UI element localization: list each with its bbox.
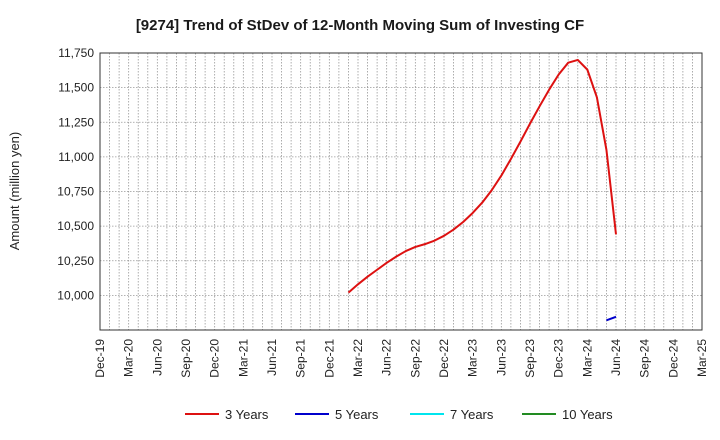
legend-label: 7 Years bbox=[450, 407, 494, 422]
x-tick-label: Sep-22 bbox=[408, 339, 422, 378]
y-axis-ticks: 10,000 10,250 10,500 10,750 11,000 11,250 11,5… bbox=[57, 46, 94, 302]
x-tick-label: Jun-21 bbox=[265, 339, 279, 376]
grid bbox=[100, 52, 702, 330]
x-tick-label: Jun-24 bbox=[609, 339, 623, 376]
legend-label: 10 Years bbox=[562, 407, 613, 422]
y-tick-label: 11,000 bbox=[58, 150, 94, 164]
x-tick-label: Sep-20 bbox=[179, 339, 193, 378]
series-line-3-years bbox=[347, 58, 617, 294]
series-line-5-years bbox=[606, 315, 617, 322]
x-tick-label: Mar-25 bbox=[695, 339, 709, 377]
legend: 3 Years 5 Years 7 Years 10 Years bbox=[185, 407, 613, 422]
series-lines bbox=[347, 58, 617, 322]
y-tick-label: 11,250 bbox=[58, 115, 94, 129]
x-tick-label: Dec-22 bbox=[437, 339, 451, 378]
x-tick-label: Mar-22 bbox=[351, 339, 365, 377]
y-tick-label: 11,500 bbox=[58, 81, 94, 95]
x-tick-label: Jun-22 bbox=[380, 339, 394, 376]
x-tick-label: Sep-24 bbox=[638, 339, 652, 378]
x-tick-label: Dec-21 bbox=[322, 339, 336, 378]
x-axis-ticks: Dec-19 Mar-20 Jun-20 Sep-20 Dec-20 Mar-21 Jun-… bbox=[93, 339, 709, 378]
legend-label: 3 Years bbox=[225, 407, 269, 422]
legend-label: 5 Years bbox=[335, 407, 379, 422]
chart-title: [9274] Trend of StDev of 12-Month Moving… bbox=[136, 17, 584, 34]
x-tick-label: Jun-20 bbox=[150, 339, 164, 376]
y-tick-label: 10,500 bbox=[57, 219, 94, 233]
x-tick-label: Jun-23 bbox=[494, 339, 508, 376]
x-tick-label: Mar-24 bbox=[580, 339, 594, 377]
x-tick-label: Dec-23 bbox=[552, 339, 566, 378]
x-tick-label: Mar-21 bbox=[236, 339, 250, 377]
y-axis-label: Amount (million yen) bbox=[7, 132, 22, 251]
y-tick-label: 10,000 bbox=[57, 288, 94, 302]
plot-area bbox=[99, 52, 703, 331]
y-tick-label: 11,750 bbox=[58, 46, 94, 60]
y-tick-label: 10,250 bbox=[57, 254, 94, 268]
x-tick-label: Dec-19 bbox=[93, 339, 107, 378]
x-tick-label: Sep-21 bbox=[294, 339, 308, 378]
x-tick-label: Mar-20 bbox=[122, 339, 136, 377]
x-tick-label: Dec-20 bbox=[208, 339, 222, 378]
x-tick-label: Dec-24 bbox=[666, 339, 680, 378]
x-tick-label: Sep-23 bbox=[523, 339, 537, 378]
y-tick-label: 10,750 bbox=[57, 185, 94, 199]
x-tick-label: Mar-23 bbox=[466, 339, 480, 377]
